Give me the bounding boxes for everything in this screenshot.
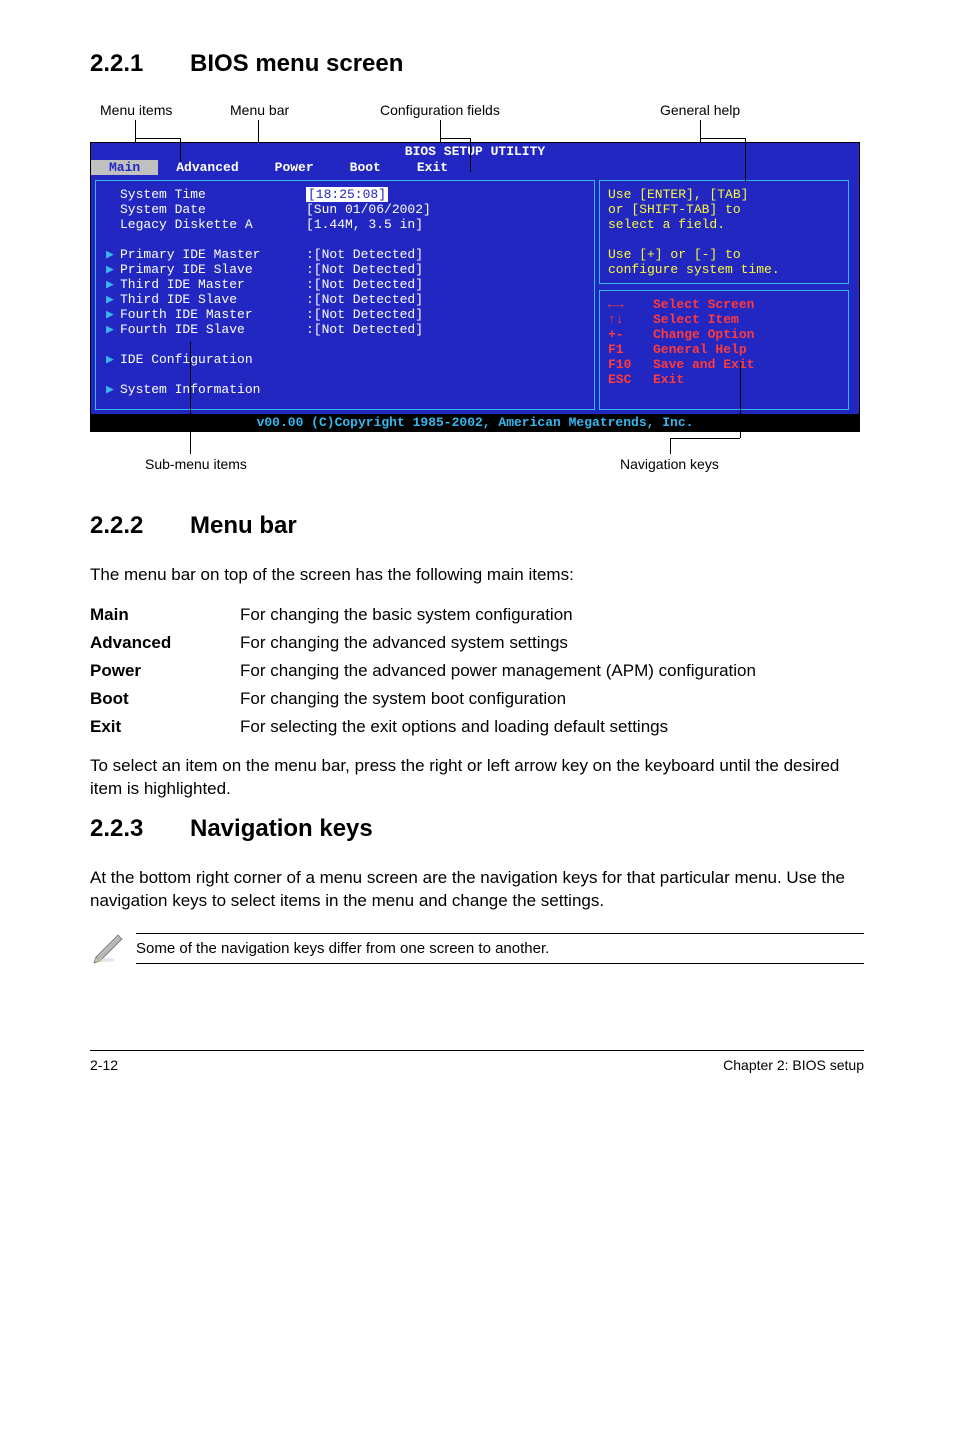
def-desc: For changing the advanced system setting… [240, 629, 756, 657]
menubar-defs-table: MainFor changing the basic system config… [90, 601, 756, 741]
callout-nav-keys: Navigation keys [620, 456, 719, 472]
def-term: Boot [90, 685, 240, 713]
bios-item[interactable]: Legacy Diskette A[1.44M, 3.5 in] [106, 217, 584, 232]
page-footer: 2-12 Chapter 2: BIOS setup [90, 1050, 864, 1073]
menubar-intro: The menu bar on top of the screen has th… [90, 564, 864, 587]
help-line: select a field. [608, 217, 840, 232]
bios-menu-boot[interactable]: Boot [332, 160, 399, 175]
bios-item[interactable]: System Date[Sun 01/06/2002] [106, 202, 584, 217]
bios-help-box: Use [ENTER], [TAB]or [SHIFT-TAB] toselec… [599, 180, 849, 284]
def-desc: For selecting the exit options and loadi… [240, 713, 756, 741]
bios-item[interactable]: ▶IDE Configuration [106, 352, 584, 367]
nav-key-row: +-Change Option [608, 327, 840, 342]
def-row: PowerFor changing the advanced power man… [90, 657, 756, 685]
section-heading-223: 2.2.3Navigation keys [90, 815, 864, 843]
bios-menubar: MainAdvancedPowerBootExit [91, 160, 859, 176]
bios-item[interactable]: ▶Third IDE Slave:[Not Detected] [106, 292, 584, 307]
help-line: Use [ENTER], [TAB] [608, 187, 840, 202]
pencil-note-icon [90, 927, 136, 970]
bios-item[interactable]: ▶Third IDE Master:[Not Detected] [106, 277, 584, 292]
section-heading-221: 2.2.1BIOS menu screen [90, 50, 864, 78]
nav-key-row: F1General Help [608, 342, 840, 357]
bios-item[interactable]: ▶Primary IDE Master:[Not Detected] [106, 247, 584, 262]
def-term: Exit [90, 713, 240, 741]
nav-key-row: ←→Select Screen [608, 297, 840, 312]
help-line: Use [+] or [-] to [608, 247, 840, 262]
help-line [608, 232, 840, 247]
bios-item[interactable]: ▶System Information [106, 382, 584, 397]
footer-page-num: 2-12 [90, 1057, 118, 1073]
nav-key-row: F10Save and Exit [608, 357, 840, 372]
footer-chapter: Chapter 2: BIOS setup [723, 1057, 864, 1073]
bios-item[interactable]: ▶Primary IDE Slave:[Not Detected] [106, 262, 584, 277]
bios-footer: v00.00 (C)Copyright 1985-2002, American … [91, 414, 859, 431]
def-term: Advanced [90, 629, 240, 657]
bios-item[interactable]: ▶Fourth IDE Slave:[Not Detected] [106, 322, 584, 337]
callout-menu-items: Menu items [100, 102, 172, 118]
bios-menu-exit[interactable]: Exit [399, 160, 466, 175]
callout-menu-bar: Menu bar [230, 102, 289, 118]
def-row: BootFor changing the system boot configu… [90, 685, 756, 713]
bios-menu-advanced[interactable]: Advanced [158, 160, 256, 175]
nav-key-row: ESCExit [608, 372, 840, 387]
note-text: Some of the navigation keys differ from … [136, 933, 864, 964]
help-line: or [SHIFT-TAB] to [608, 202, 840, 217]
help-line: configure system time. [608, 262, 840, 277]
nav-key-row: ↑↓Select Item [608, 312, 840, 327]
bios-left-panel: System Time[18:25:08] System Date[Sun 01… [95, 180, 595, 410]
callout-general-help: General help [660, 102, 740, 118]
bios-title: BIOS SETUP UTILITY [91, 143, 859, 160]
def-desc: For changing the basic system configurat… [240, 601, 756, 629]
bios-menu-power[interactable]: Power [257, 160, 332, 175]
bios-item[interactable]: ▶Fourth IDE Master:[Not Detected] [106, 307, 584, 322]
note-box: Some of the navigation keys differ from … [90, 927, 864, 970]
def-row: MainFor changing the basic system config… [90, 601, 756, 629]
bios-menu-main[interactable]: Main [91, 160, 158, 175]
bios-nav-box: ←→Select Screen↑↓Select Item+-Change Opt… [599, 290, 849, 410]
def-term: Power [90, 657, 240, 685]
def-term: Main [90, 601, 240, 629]
menubar-outro: To select an item on the menu bar, press… [90, 755, 864, 801]
callout-sub-menu: Sub-menu items [145, 456, 247, 472]
navkeys-para: At the bottom right corner of a menu scr… [90, 867, 864, 913]
def-desc: For changing the system boot configurati… [240, 685, 756, 713]
section-heading-222: 2.2.2Menu bar [90, 512, 864, 540]
def-desc: For changing the advanced power manageme… [240, 657, 756, 685]
bios-screen: BIOS SETUP UTILITY MainAdvancedPowerBoot… [90, 142, 860, 432]
bios-item[interactable]: System Time[18:25:08] [106, 187, 584, 202]
def-row: AdvancedFor changing the advanced system… [90, 629, 756, 657]
callout-config-fields: Configuration fields [380, 102, 500, 118]
def-row: ExitFor selecting the exit options and l… [90, 713, 756, 741]
bios-figure: Menu items Menu bar Configuration fields… [90, 102, 864, 472]
